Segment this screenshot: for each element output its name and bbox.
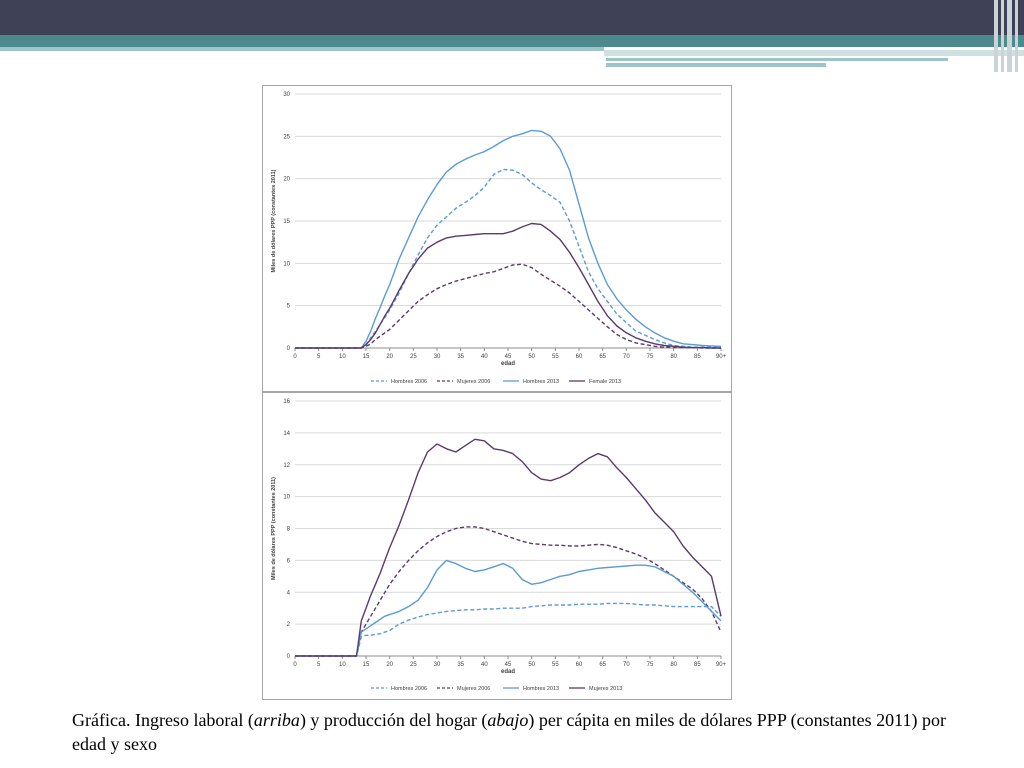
series-line-4 [295, 222, 721, 349]
y-axis-label: Miles de dólares PPP (constantes 2011) [271, 169, 277, 272]
header-vbar-4 [1015, 0, 1018, 72]
x-tick-label: 65 [599, 662, 606, 668]
y-tick-label: 10 [283, 495, 290, 501]
y-axis-label: Miles de dólares PPP (constantes 2011) [271, 477, 277, 580]
series-line-4 [295, 438, 722, 657]
x-tick-label: 30 [434, 354, 441, 360]
x-axis-label: edad [501, 361, 515, 367]
series-line-2 [295, 263, 721, 349]
caption-emphasis-abajo: abajo [487, 710, 529, 730]
x-tick-label: 20 [386, 662, 393, 668]
x-tick-label: 25 [410, 662, 417, 668]
x-tick-label: 0 [293, 662, 297, 668]
x-tick-label: 90+ [716, 354, 727, 360]
y-tick-label: 15 [283, 219, 290, 225]
header-stripe-3 [606, 58, 948, 61]
header-stripe-2 [604, 50, 1024, 56]
legend-label: Hombres 2006 [391, 379, 427, 385]
x-tick-label: 45 [505, 662, 512, 668]
x-tick-label: 5 [317, 662, 321, 668]
y-tick-label: 2 [287, 622, 291, 628]
header-vbar-3 [1007, 0, 1012, 72]
header-stripe-1 [0, 47, 604, 51]
x-tick-label: 85 [694, 662, 701, 668]
chart-produccion-hogar-svg: 0 2 4 6 8 10 12 14 16 0 5 10 15 20 25 30 35 40 45 50 55 60 65 7… [271, 399, 727, 692]
y-tick-label: 12 [283, 463, 290, 469]
x-tick-label: 40 [481, 662, 488, 668]
x-tick-label: 70 [623, 354, 630, 360]
x-tick-label: 25 [410, 354, 417, 360]
x-tick-label: 0 [293, 354, 297, 360]
x-tick-label: 40 [481, 354, 488, 360]
x-tick-label: 35 [457, 662, 464, 668]
series-line-1 [295, 168, 721, 349]
x-tick-label: 55 [552, 354, 559, 360]
y-tick-label: 10 [283, 261, 290, 267]
y-tick-label: 6 [287, 558, 291, 564]
x-tick-label: 45 [505, 354, 512, 360]
x-tick-label: 60 [576, 354, 583, 360]
x-tick-label: 50 [528, 354, 535, 360]
series-line-3 [295, 129, 722, 349]
y-tick-label: 30 [283, 92, 290, 98]
chart-produccion-hogar: 0 2 4 6 8 10 12 14 16 0 5 10 15 20 25 30 35 40 45 50 55 60 65 7… [262, 392, 732, 700]
series-line-1 [295, 602, 722, 657]
y-tick-label: 4 [287, 590, 291, 596]
x-tick-label: 20 [386, 354, 393, 360]
x-tick-label: 60 [576, 662, 583, 668]
x-tick-label: 80 [670, 354, 677, 360]
x-axis-label: edad [501, 669, 515, 675]
x-tick-label: 55 [552, 662, 559, 668]
legend-label: Hombres 2013 [523, 686, 559, 692]
chart-ingreso-laboral-svg: 0 5 10 15 20 25 30 0 5 10 15 20 25 30 35 40 45 50 55 60 65 70… [271, 92, 727, 385]
y-tick-label: 20 [283, 177, 290, 183]
caption-text-1: Gráfica. Ingreso laboral ( [72, 710, 254, 730]
header-stripe-4 [606, 63, 826, 67]
x-tick-label: 75 [647, 662, 654, 668]
chart-ingreso-laboral: 0 5 10 15 20 25 30 0 5 10 15 20 25 30 35 40 45 50 55 60 65 70… [262, 85, 732, 392]
x-tick-label: 15 [363, 662, 370, 668]
x-tick-label: 15 [363, 354, 370, 360]
slide-caption: Gráfica. Ingreso laboral (arriba) y prod… [72, 708, 972, 756]
y-tick-label: 25 [283, 134, 290, 140]
x-tick-label: 50 [528, 662, 535, 668]
legend-label: Female 2013 [589, 379, 621, 385]
x-tick-label: 10 [339, 662, 346, 668]
series-line-3 [295, 559, 722, 657]
y-tick-label: 14 [283, 431, 290, 437]
x-tick-label: 75 [647, 354, 654, 360]
header-dark-band [0, 0, 1024, 35]
x-tick-label: 70 [623, 662, 630, 668]
legend-label: Hombres 2006 [391, 686, 427, 692]
y-tick-label: 8 [287, 527, 291, 533]
x-tick-label: 65 [599, 354, 606, 360]
y-tick-label: 0 [287, 654, 291, 660]
x-tick-label: 90+ [716, 662, 727, 668]
header-vbar-2 [1001, 0, 1004, 72]
legend-label: Mujeres 2013 [589, 686, 622, 692]
x-tick-label: 30 [434, 662, 441, 668]
series-line-2 [295, 526, 722, 657]
x-tick-label: 5 [317, 354, 321, 360]
x-tick-label: 35 [457, 354, 464, 360]
caption-emphasis-arriba: arriba [253, 710, 300, 730]
legend-label: Mujeres 2006 [457, 686, 490, 692]
header-vbar-1 [994, 0, 998, 72]
caption-text-2: ) y producción del hogar ( [299, 710, 488, 730]
header-teal-band [0, 35, 1024, 47]
y-tick-label: 5 [287, 304, 291, 310]
x-tick-label: 85 [694, 354, 701, 360]
y-tick-label: 16 [283, 399, 290, 405]
legend-label: Hombres 2013 [523, 379, 559, 385]
x-tick-label: 10 [339, 354, 346, 360]
x-tick-label: 80 [670, 662, 677, 668]
caption-text-3: ) per cápita en miles de dólares PPP (co… [72, 710, 946, 754]
legend-label: Mujeres 2006 [457, 379, 490, 385]
y-tick-label: 0 [287, 346, 291, 352]
